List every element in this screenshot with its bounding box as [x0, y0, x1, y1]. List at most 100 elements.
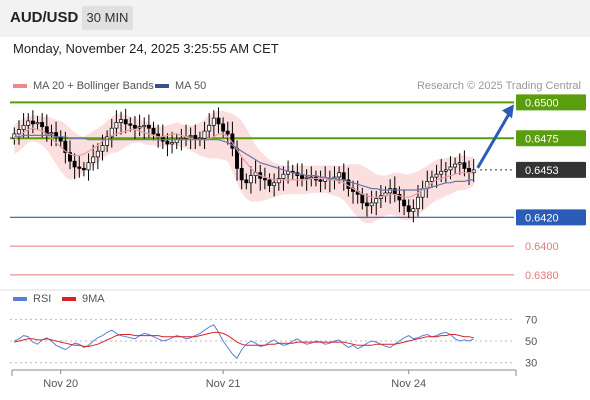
price-label-bg [516, 94, 586, 111]
legend-ma50: MA 50 [155, 80, 206, 92]
candle-body [397, 193, 402, 201]
price-label: 0.6475 [525, 133, 559, 145]
candle-body [30, 120, 35, 125]
candle-body [304, 176, 309, 179]
candle-body [337, 172, 342, 178]
candle-body [318, 179, 323, 182]
candle-body [202, 130, 207, 139]
x-axis-label: Nov 21 [206, 378, 241, 390]
ma50-swatch [155, 84, 169, 88]
price-label-bg [516, 130, 586, 147]
candle-body [443, 169, 448, 172]
candle-body [453, 163, 458, 168]
candle-body [91, 156, 96, 163]
research-credit: Research © 2025 Trading Central [416, 80, 581, 92]
candle-body [188, 135, 193, 138]
candle-body [151, 127, 156, 135]
header-bar: AUD/USD 30 MIN [0, 0, 590, 37]
candle-body [402, 199, 407, 207]
candle-body [86, 162, 91, 171]
rsi-tick-label: 30 [525, 358, 537, 370]
chart-datetime: Monday, November 24, 2025 3:25:55 AM CET [13, 41, 279, 56]
candle-body [429, 176, 434, 182]
candle-body [448, 166, 453, 171]
legend-rsi: RSI [13, 293, 51, 305]
price-label: 0.6400 [525, 241, 559, 253]
candle-body [21, 124, 26, 130]
legend-rsi-ma-label: 9MA [82, 293, 105, 305]
candle-body [207, 124, 212, 132]
candle-body [114, 122, 119, 129]
candle-body [77, 166, 82, 169]
candle-body [248, 175, 253, 184]
x-axis-label: Nov 20 [43, 378, 78, 390]
candle-body [411, 208, 416, 212]
candle-body [95, 150, 100, 158]
bollinger-swatch [13, 84, 27, 88]
candle-body [132, 124, 137, 129]
candle-body [100, 145, 105, 152]
candle-body [439, 170, 444, 175]
forecast-arrow-head [502, 104, 514, 119]
candle-body [165, 140, 170, 145]
candle-body [40, 122, 45, 128]
candle-body [137, 126, 142, 129]
candle-body [272, 182, 277, 187]
legend-rsi-label: RSI [33, 293, 52, 305]
candle-body [276, 178, 281, 184]
price-label: 0.6500 [525, 97, 559, 109]
candle-body [16, 129, 21, 135]
ma50-line [14, 134, 474, 191]
rsi-series-RSI [14, 324, 474, 360]
candle-body [434, 173, 439, 178]
candle-body [244, 179, 249, 184]
ma20-line [13, 127, 474, 198]
currency-pair-title: AUD/USD [10, 9, 79, 26]
bollinger-band [14, 110, 474, 224]
candle-body [72, 160, 77, 168]
candle-body [457, 162, 462, 165]
candle-body [239, 168, 244, 181]
candle-body [146, 124, 151, 129]
candle-body [128, 123, 133, 126]
candle-body [142, 124, 147, 128]
candle-body [109, 127, 114, 138]
candle-body [170, 142, 175, 145]
x-axis-label: Nov 24 [391, 378, 426, 390]
legend-bollinger: MA 20 + Bollinger Bands [13, 80, 154, 92]
candle-body [81, 168, 86, 171]
candle-body [267, 179, 272, 186]
price-label: 0.6453 [525, 165, 559, 177]
candle-body [225, 130, 230, 135]
price-label-bg [516, 209, 586, 226]
legend-bollinger-label: MA 20 + Bollinger Bands [33, 80, 154, 92]
candle-body [123, 119, 128, 125]
rsi-swatch [13, 297, 27, 301]
candle-body [160, 136, 165, 142]
candle-body [211, 117, 216, 126]
candle-body [262, 178, 267, 181]
timeframe-button[interactable]: 30 MIN [82, 6, 133, 30]
price-label: 0.6420 [525, 212, 559, 224]
candle-body [360, 193, 365, 204]
candle-body [12, 133, 17, 139]
rsi-tick-label: 50 [525, 336, 537, 348]
candle-body [369, 202, 374, 207]
candle-body [35, 122, 40, 125]
candle-body [406, 205, 411, 212]
candle-body [68, 152, 72, 162]
price-label-bg [516, 161, 586, 178]
candle-body [462, 162, 467, 169]
candle-body [221, 123, 226, 132]
legend-rsi-ma: 9MA [62, 293, 105, 305]
candle-body [49, 132, 54, 135]
rsi-series-9MA [14, 331, 474, 347]
rsi-ma-swatch [62, 297, 76, 301]
candle-body [300, 175, 304, 179]
candle-body [341, 172, 346, 181]
candle-body [364, 202, 369, 207]
candle-body [388, 188, 393, 194]
forecast-arrow-shaft [476, 111, 512, 169]
candle-body [374, 198, 379, 204]
